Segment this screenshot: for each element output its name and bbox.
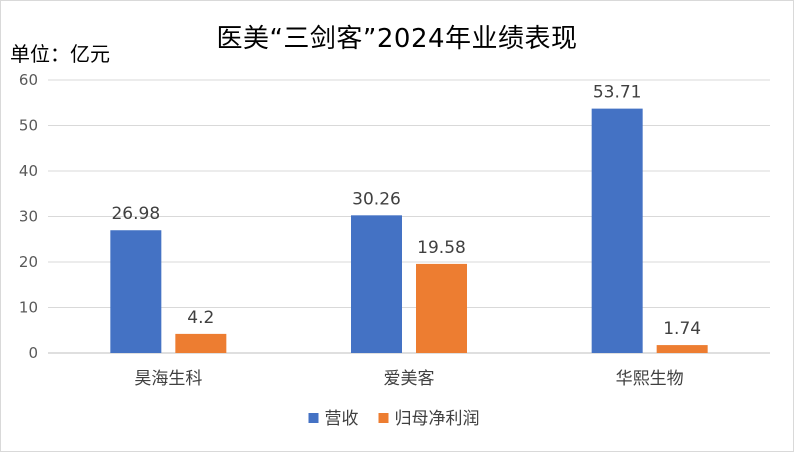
gridlines — [48, 79, 770, 354]
legend-label: 归母净利润 — [395, 409, 480, 429]
category-label: 华熙生物 — [616, 369, 684, 389]
y-tick-label: 10 — [19, 299, 38, 317]
unit-label: 单位：亿元 — [10, 42, 110, 66]
data-label: 4.2 — [187, 308, 214, 328]
y-tick-label: 0 — [28, 344, 38, 362]
y-tick-label: 40 — [19, 162, 38, 180]
legend-swatch-revenue — [308, 413, 319, 423]
data-label: 30.26 — [352, 189, 401, 209]
bar-net-profit — [416, 263, 467, 353]
y-axis: 0 10 20 30 40 50 60 — [19, 71, 38, 362]
bar-revenue — [351, 215, 402, 353]
data-label: 53.71 — [593, 83, 642, 103]
y-tick-label: 20 — [19, 253, 38, 271]
bars — [110, 108, 708, 353]
y-tick-label: 50 — [19, 117, 38, 135]
x-axis: 昊海生科 爱美客 华熙生物 — [134, 369, 683, 389]
legend-label: 营收 — [325, 409, 359, 429]
y-tick-label: 30 — [19, 208, 38, 226]
category-label: 爱美客 — [384, 369, 435, 389]
category-label: 昊海生科 — [134, 369, 202, 389]
data-labels: 26.98 4.2 30.26 19.58 53.71 1.74 — [111, 83, 701, 339]
legend-swatch-net-profit — [378, 413, 389, 423]
legend: 营收 归母净利润 — [308, 409, 480, 429]
bar-revenue — [110, 230, 162, 353]
bar-net-profit — [175, 333, 227, 353]
data-label: 19.58 — [417, 238, 466, 258]
chart-title: 医美“三剑客”2024年业绩表现 — [216, 24, 578, 54]
data-label: 26.98 — [111, 204, 160, 224]
y-tick-label: 60 — [19, 71, 38, 89]
data-label: 1.74 — [663, 319, 701, 339]
bar-net-profit — [656, 345, 708, 353]
bar-revenue — [591, 108, 643, 353]
